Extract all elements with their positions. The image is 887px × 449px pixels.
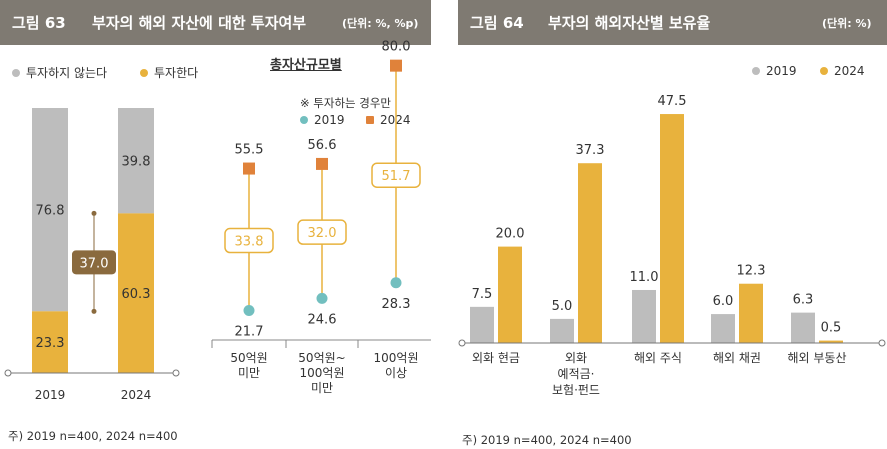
bar-2019 (470, 306, 494, 343)
value-label: 23.3 (36, 336, 65, 351)
bar-2019 (791, 312, 815, 343)
bar-not-invest-2019 (32, 108, 68, 312)
figure-64-chart: 7.5 20.0 외화 현금 5.0 37.3 외화 예적금· 보험·펀드 11.0 47.5 해외… (458, 94, 886, 397)
figure-63-chart: 76.8 23.3 2019 39.8 60.3 2024 37.0 21.7 55.5 33.8… (4, 40, 431, 402)
difference-badge (72, 250, 116, 275)
axis-end-marker (878, 339, 886, 347)
category-label: 50억원 미만 (230, 351, 267, 380)
category-label: 외화 현금 (472, 351, 520, 365)
value-label: 12.3 (737, 264, 766, 279)
footnote: 주) 2019 n=400, 2024 n=400 (462, 433, 632, 447)
value-label: 80.0 (382, 40, 411, 55)
point-2024 (316, 157, 328, 170)
difference-badge (297, 219, 347, 245)
difference-value: 51.7 (382, 169, 411, 184)
legend-label: 2019 (766, 64, 797, 78)
subchart-title: 총자산규모별 (270, 58, 342, 73)
figure-title: 부자의 해외 자산에 대한 투자여부 (92, 14, 307, 32)
bar-2019 (711, 314, 735, 343)
legend-orange-swatch (366, 116, 374, 124)
category-label: 외화 예적금· 보험·펀드 (552, 351, 600, 397)
value-label: 60.3 (122, 287, 151, 302)
difference-value: 32.0 (308, 226, 337, 241)
bar-2024 (739, 283, 763, 343)
figure-title: 부자의 해외자산별 보유율 (548, 14, 711, 32)
bar-2019 (632, 289, 656, 343)
point-2019 (316, 292, 328, 304)
value-label: 24.6 (308, 312, 337, 327)
value-label: 20.0 (496, 227, 525, 242)
subchart-note: ※ 투자하는 경우만 (300, 96, 392, 110)
value-label: 56.6 (308, 138, 337, 153)
legend-gray-swatch (752, 67, 760, 75)
value-label: 5.0 (552, 299, 573, 314)
footnote: 주) 2019 n=400, 2024 n=400 (8, 429, 178, 443)
category-label: 2019 (35, 388, 66, 402)
legend-gray-swatch (12, 68, 20, 77)
difference-badge (224, 227, 274, 254)
bar-2024 (660, 114, 684, 343)
difference-end-dot (91, 308, 97, 314)
legend-label: 투자한다 (154, 66, 199, 80)
difference-value: 37.0 (80, 256, 109, 271)
point-2019 (243, 305, 255, 317)
axis-end-marker (4, 369, 12, 377)
point-2024 (243, 162, 255, 175)
point-2024 (390, 59, 402, 72)
figure-64-panel: 그림 64 부자의 해외자산별 보유율 (단위: %) 2019 2024 7.… (458, 0, 887, 449)
bar-2024 (498, 246, 522, 343)
value-label: 6.3 (793, 293, 814, 308)
figure-number: 그림 64 (470, 14, 524, 32)
point-2019 (390, 277, 402, 289)
value-label: 11.0 (630, 270, 659, 285)
value-label: 76.8 (36, 204, 65, 219)
bar-invest-2024 (118, 213, 154, 373)
legend-teal-swatch (300, 116, 308, 124)
axis-end-marker (458, 339, 466, 347)
value-label: 7.5 (472, 287, 493, 302)
legend-label: 2024 (834, 64, 865, 78)
legend-invest: 투자한다 (140, 64, 198, 81)
figure-number: 그림 63 (12, 14, 66, 32)
bar-2024 (819, 340, 843, 343)
category-label: 해외 주식 (634, 351, 682, 365)
axis-end-marker (172, 369, 180, 377)
value-label: 0.5 (821, 321, 842, 336)
subchart-legend-2019: 2019 (300, 113, 345, 127)
figure-63-header: 그림 63 부자의 해외 자산에 대한 투자여부 (단위: %, %p) (0, 0, 431, 45)
bar-not-invest-2024 (118, 108, 154, 214)
value-label: 37.3 (576, 143, 605, 158)
value-label: 28.3 (382, 297, 411, 312)
legend-label: 투자하지 않는다 (26, 66, 108, 80)
value-label: 55.5 (235, 143, 264, 158)
bar-2024 (578, 163, 602, 343)
value-label: 39.8 (122, 155, 151, 170)
legend-label: 2019 (314, 113, 345, 127)
value-label: 47.5 (658, 94, 687, 109)
unit-label: (단위: %) (822, 17, 872, 30)
bar-2019 (550, 318, 574, 343)
figure-63-panel: 그림 63 부자의 해외 자산에 대한 투자여부 (단위: %, %p) 투자하… (0, 0, 431, 449)
category-label: 100억원 이상 (374, 351, 419, 380)
value-label: 21.7 (235, 325, 264, 340)
value-label: 6.0 (713, 294, 734, 309)
category-label: 해외 부동산 (787, 351, 846, 365)
category-label: 50억원~ 100억원 미만 (298, 351, 345, 395)
legend-gold-swatch (140, 68, 148, 77)
legend-2019: 2019 (752, 64, 797, 78)
difference-badge (371, 162, 421, 188)
legend-2024: 2024 (820, 64, 865, 78)
difference-end-dot (91, 210, 97, 216)
category-label: 2024 (121, 388, 152, 402)
legend-gold-swatch (820, 67, 828, 75)
bar-invest-2019 (32, 311, 68, 373)
category-label: 해외 채권 (713, 351, 761, 365)
difference-value: 33.8 (235, 235, 264, 250)
unit-label: (단위: %, %p) (342, 17, 419, 30)
figure-64-header: 그림 64 부자의 해외자산별 보유율 (단위: %) (458, 0, 887, 45)
legend-not-invest: 투자하지 않는다 (12, 64, 107, 81)
